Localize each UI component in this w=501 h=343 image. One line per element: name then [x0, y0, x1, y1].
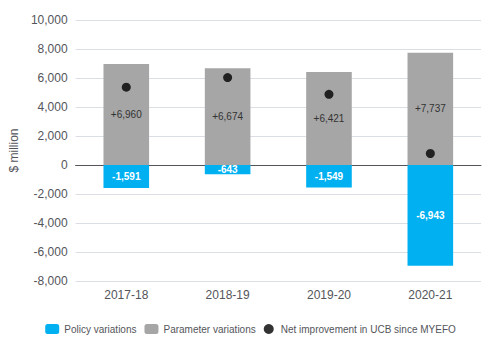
svg-text:Parameter variations: Parameter variations	[163, 324, 255, 335]
svg-text:-1,549: -1,549	[315, 171, 344, 182]
svg-text:6,000: 6,000	[38, 71, 68, 85]
svg-text:2020-21: 2020-21	[408, 288, 452, 302]
svg-text:2017-18: 2017-18	[104, 288, 148, 302]
svg-text:8,000: 8,000	[38, 42, 68, 56]
svg-text:-2,000: -2,000	[34, 187, 68, 201]
svg-text:4,000: 4,000	[38, 100, 68, 114]
svg-text:+6,421: +6,421	[314, 113, 345, 124]
svg-text:+6,674: +6,674	[212, 111, 243, 122]
svg-text:0: 0	[61, 158, 68, 172]
svg-text:+7,737: +7,737	[415, 103, 446, 114]
svg-text:10,000: 10,000	[31, 13, 68, 27]
svg-text:-6,943: -6,943	[416, 210, 445, 221]
svg-text:2018-19: 2018-19	[206, 288, 250, 302]
svg-text:+6,960: +6,960	[111, 109, 142, 120]
svg-text:-8,000: -8,000	[34, 274, 68, 288]
svg-text:Policy variations: Policy variations	[64, 324, 136, 335]
svg-text:2019-20: 2019-20	[307, 288, 351, 302]
svg-text:$ million: $ million	[7, 128, 21, 172]
svg-text:-4,000: -4,000	[34, 216, 68, 230]
svg-text:2,000: 2,000	[38, 129, 68, 143]
svg-text:Net improvement in UCB since M: Net improvement in UCB since MYEFO	[281, 324, 456, 335]
svg-text:-6,000: -6,000	[34, 245, 68, 259]
svg-text:-1,591: -1,591	[112, 171, 141, 182]
svg-text:-643: -643	[218, 164, 238, 175]
